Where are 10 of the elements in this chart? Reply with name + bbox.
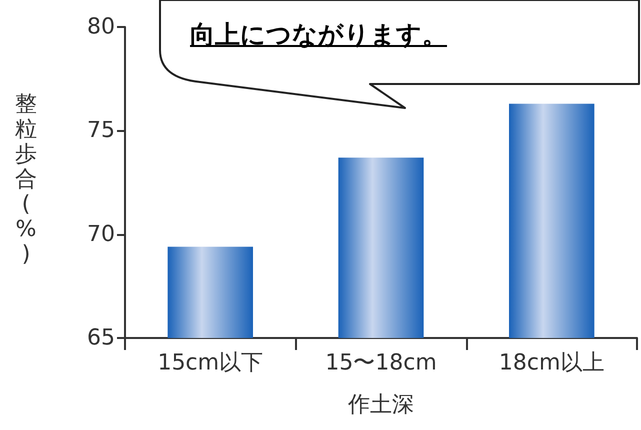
x-axis-title: 作土深 xyxy=(347,392,414,418)
y-tick-label: 80 xyxy=(87,14,115,40)
y-axis-title: 整粒歩合(%) xyxy=(14,92,38,267)
y-tick-label: 65 xyxy=(87,326,115,350)
x-tick-label: 15cm以下 xyxy=(158,350,264,376)
annotation: 向上につながります。 xyxy=(190,19,447,51)
x-tick-label: 15〜18cm xyxy=(325,350,437,376)
x-tick-label: 18cm以上 xyxy=(498,350,604,376)
y-tick-label: 75 xyxy=(87,118,115,144)
y-tick-label: 70 xyxy=(87,222,115,247)
